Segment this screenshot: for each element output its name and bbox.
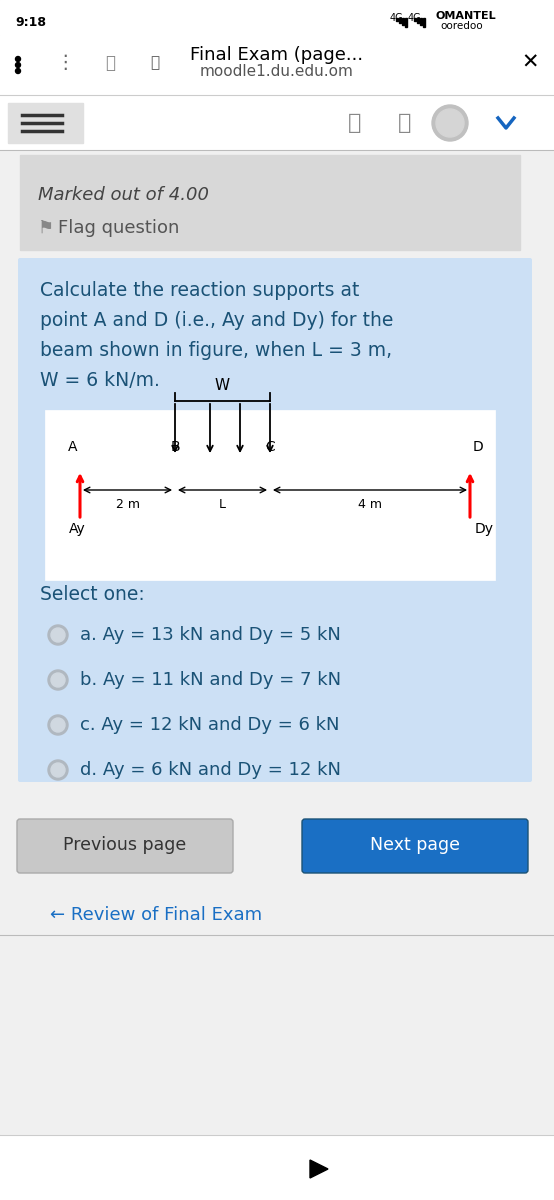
Text: Previous page: Previous page (63, 836, 187, 854)
Text: W = 6 kN/m.: W = 6 kN/m. (40, 371, 160, 390)
Circle shape (48, 670, 68, 690)
Bar (0, 1135, 554, 1200)
Text: A: A (68, 440, 77, 454)
Bar (227, 1158, 249, 1180)
Circle shape (51, 763, 65, 778)
Text: W: W (215, 378, 230, 394)
Circle shape (51, 628, 65, 642)
Text: C: C (265, 440, 275, 454)
Text: 4 m: 4 m (358, 498, 382, 511)
Circle shape (16, 62, 20, 67)
Circle shape (51, 718, 65, 732)
Circle shape (436, 109, 464, 137)
Bar (420, 18, 422, 25)
Text: Dy: Dy (475, 522, 494, 536)
FancyBboxPatch shape (17, 818, 233, 874)
Text: L: L (219, 498, 226, 511)
Bar (0, 95, 554, 150)
Polygon shape (310, 1160, 328, 1178)
Text: ⋮: ⋮ (55, 54, 75, 72)
Text: moodle1.du.edu.om: moodle1.du.edu.om (200, 65, 354, 79)
Bar (396, 18, 398, 20)
Text: 🔔: 🔔 (348, 113, 362, 133)
Text: Flag question: Flag question (58, 218, 179, 236)
FancyBboxPatch shape (18, 258, 532, 782)
Circle shape (48, 715, 68, 734)
Text: point A and D (i.e., Ay and Dy) for the: point A and D (i.e., Ay and Dy) for the (40, 311, 393, 330)
Text: beam shown in figure, when L = 3 m,: beam shown in figure, when L = 3 m, (40, 341, 392, 360)
Text: Marked out of 4.00: Marked out of 4.00 (38, 186, 209, 204)
Text: 9:18: 9:18 (15, 16, 46, 29)
Bar (405, 18, 407, 26)
Bar (45, 410, 495, 580)
Bar (423, 18, 425, 26)
Text: Calculate the reaction supports at: Calculate the reaction supports at (40, 281, 360, 300)
FancyBboxPatch shape (302, 818, 528, 874)
Text: Ay: Ay (69, 522, 85, 536)
Bar (399, 18, 401, 23)
Text: a. Ay = 13 kN and Dy = 5 kN: a. Ay = 13 kN and Dy = 5 kN (80, 626, 341, 644)
Bar (8, 103, 83, 143)
Text: 💬: 💬 (398, 113, 412, 133)
Bar (80, 456, 470, 470)
Circle shape (51, 673, 65, 686)
Text: D: D (473, 440, 484, 454)
Circle shape (16, 56, 20, 61)
Bar (417, 18, 419, 23)
Text: d. Ay = 6 kN and Dy = 12 kN: d. Ay = 6 kN and Dy = 12 kN (80, 761, 341, 779)
Text: B: B (170, 440, 180, 454)
Bar (402, 18, 404, 25)
Text: 4G: 4G (390, 13, 404, 23)
Text: b. Ay = 11 kN and Dy = 7 kN: b. Ay = 11 kN and Dy = 7 kN (80, 671, 341, 689)
Text: ✕: ✕ (521, 53, 538, 73)
Circle shape (16, 68, 20, 73)
Text: ⚑: ⚑ (38, 218, 54, 236)
Text: OMANTEL: OMANTEL (435, 11, 496, 20)
Bar (0, 35, 554, 95)
Text: 2 m: 2 m (115, 498, 140, 511)
Bar (20, 155, 520, 250)
Circle shape (432, 104, 468, 140)
Text: 4G: 4G (408, 13, 422, 23)
Text: ooredoo: ooredoo (440, 20, 483, 31)
Text: 🔖: 🔖 (105, 54, 115, 72)
Circle shape (48, 760, 68, 780)
Text: Next page: Next page (370, 836, 460, 854)
Circle shape (48, 625, 68, 646)
Bar (0, 0, 554, 35)
Text: Final Exam (page...: Final Exam (page... (191, 46, 363, 64)
Bar (414, 18, 416, 20)
Text: c. Ay = 12 kN and Dy = 6 kN: c. Ay = 12 kN and Dy = 6 kN (80, 716, 340, 734)
Text: ← Review of Final Exam: ← Review of Final Exam (50, 906, 262, 924)
Text: Select one:: Select one: (40, 586, 145, 605)
Text: 🔒: 🔒 (151, 55, 160, 71)
